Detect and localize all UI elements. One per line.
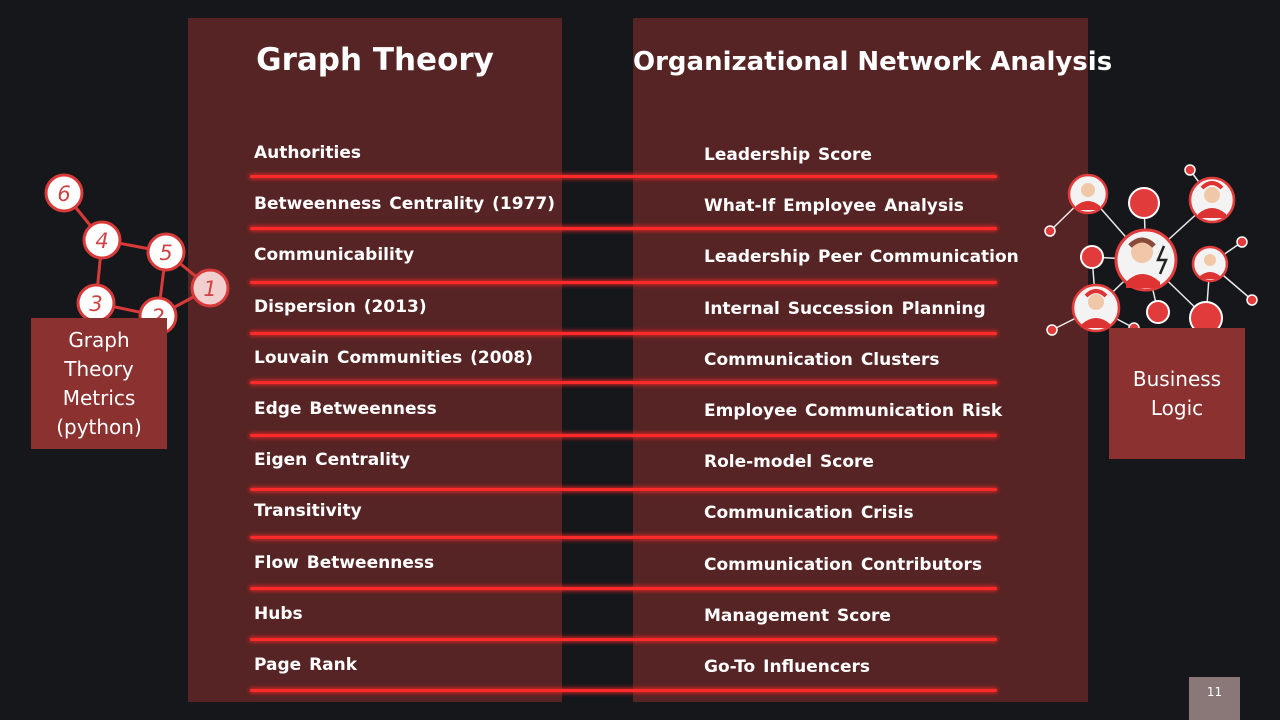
- graph-metric-0: Authorities: [254, 143, 361, 163]
- business-metric-5: Employee Communication Risk: [704, 401, 1003, 421]
- row-divider: [250, 536, 997, 539]
- side-label-line: Business: [1132, 366, 1222, 391]
- side-label-line: Graph: [68, 327, 130, 352]
- graph-metric-8: Flow Betweenness: [254, 553, 435, 573]
- graph-metric-4: Louvain Communities (2008): [254, 348, 534, 368]
- business-metric-0: Leadership Score: [704, 145, 872, 165]
- svg-text:6: 6: [57, 182, 70, 206]
- row-divider: [250, 281, 997, 284]
- business-logic-box: Business Logic: [1109, 328, 1245, 459]
- row-divider: [250, 227, 997, 230]
- business-metric-10: Go-To Influencers: [704, 657, 870, 677]
- numbered-graph-icon: 6 4 5 1 3 2: [44, 173, 230, 336]
- business-metric-9: Management Score: [704, 606, 891, 626]
- row-divider: [250, 488, 997, 491]
- row-divider: [250, 332, 997, 335]
- graph-node: 5: [146, 232, 186, 272]
- svg-text:4: 4: [95, 229, 108, 253]
- row-divider: [250, 434, 997, 437]
- graph-theory-heading: Graph Theory: [256, 42, 494, 78]
- avatar: [1071, 283, 1121, 333]
- business-metric-7: Communication Crisis: [704, 503, 914, 523]
- svg-text:3: 3: [89, 292, 102, 316]
- side-label-line: Theory: [64, 356, 134, 381]
- row-divider: [250, 587, 997, 590]
- avatar: [1191, 245, 1229, 283]
- avatar: [1114, 228, 1178, 292]
- business-metric-6: Role-model Score: [704, 452, 874, 472]
- page-number: 11: [1189, 677, 1240, 720]
- business-metric-4: Communication Clusters: [704, 350, 940, 370]
- people-network-icon: [1044, 164, 1258, 336]
- side-label-line: (python): [56, 414, 142, 439]
- avatar: [1188, 176, 1236, 224]
- business-metric-3: Internal Succession Planning: [704, 299, 986, 319]
- graph-theory-metrics-box: Graph Theory Metrics (python): [31, 318, 167, 449]
- graph-metric-7: Transitivity: [254, 501, 362, 521]
- graph-metric-9: Hubs: [254, 604, 303, 624]
- graph-node: 3: [76, 283, 116, 323]
- side-label-line: Logic: [1150, 395, 1204, 420]
- graph-node: 4: [82, 220, 122, 260]
- avatar: [1067, 173, 1109, 215]
- graph-metric-5: Edge Betweenness: [254, 399, 437, 419]
- business-metric-8: Communication Contributors: [704, 555, 982, 575]
- svg-text:1: 1: [203, 277, 216, 301]
- ona-heading: Organizational Network Analysis: [633, 47, 1113, 77]
- business-metric-1: What-If Employee Analysis: [704, 196, 964, 216]
- row-divider: [250, 175, 997, 178]
- row-divider: [250, 689, 997, 692]
- graph-metric-3: Dispersion (2013): [254, 297, 427, 317]
- graph-node: 1: [190, 268, 230, 308]
- graph-metric-10: Page Rank: [254, 655, 358, 675]
- svg-text:5: 5: [159, 241, 172, 265]
- row-divider: [250, 381, 997, 384]
- graph-metric-1: Betweenness Centrality (1977): [254, 194, 555, 214]
- row-divider: [250, 638, 997, 641]
- business-metric-2: Leadership Peer Communication: [704, 247, 1019, 267]
- graph-metric-6: Eigen Centrality: [254, 450, 411, 470]
- graph-metric-2: Communicability: [254, 245, 415, 265]
- side-label-line: Metrics: [62, 385, 136, 410]
- graph-node: 6: [44, 173, 84, 213]
